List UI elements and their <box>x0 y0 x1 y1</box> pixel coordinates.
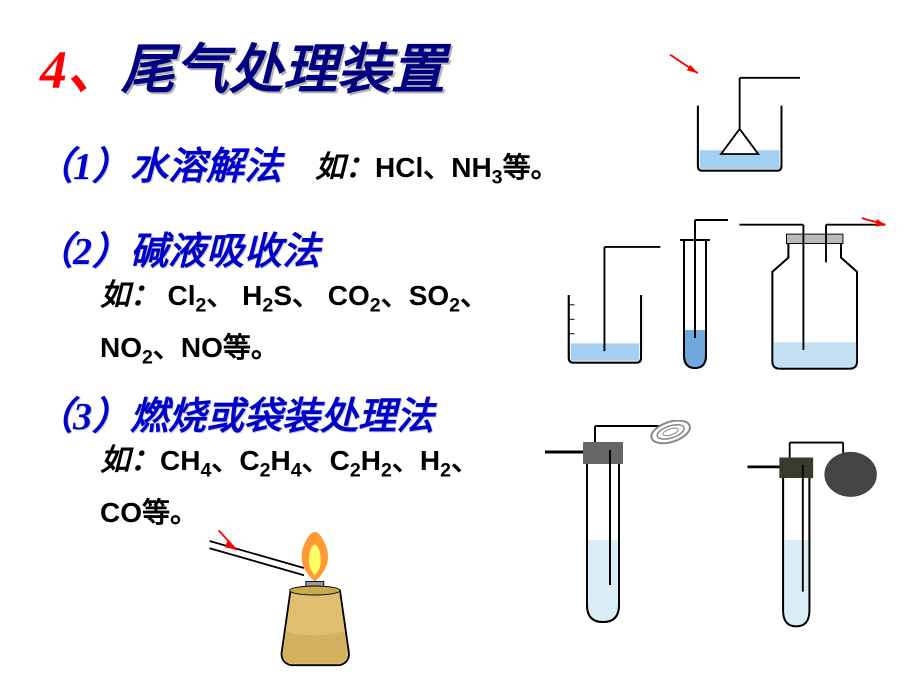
diagram-alcohol-burner <box>205 510 385 680</box>
example-2-prefix: 如： <box>100 279 168 312</box>
example-1: 如：HCl、NH3等。 <box>315 142 559 190</box>
diagram-small-beaker <box>535 225 670 375</box>
title-text: 尾气处理装置 <box>121 40 445 100</box>
section-1-heading: （1）水溶解法 <box>35 135 282 190</box>
diagram-gas-bottle <box>730 215 890 385</box>
section-3-heading: （3）燃烧或袋装处理法 <box>35 385 434 440</box>
diagram-tube-balloon <box>740 430 890 650</box>
diagram-tube-torch <box>535 420 705 640</box>
example-1-body: HCl、NH3等。 <box>375 152 559 183</box>
example-3-prefix: 如： <box>100 444 160 477</box>
slide-title: 4、尾气处理装置 <box>40 25 445 104</box>
section-2-heading: （2）碱液吸收法 <box>35 220 320 275</box>
diagram-test-tube <box>660 210 730 380</box>
title-number: 4、 <box>40 40 121 100</box>
example-2: 如： Cl2、 H2S、 CO2、SO2、NO2、NO等。 <box>100 275 500 378</box>
example-1-prefix: 如： <box>315 151 375 184</box>
diagram-beaker-funnel <box>660 50 810 180</box>
